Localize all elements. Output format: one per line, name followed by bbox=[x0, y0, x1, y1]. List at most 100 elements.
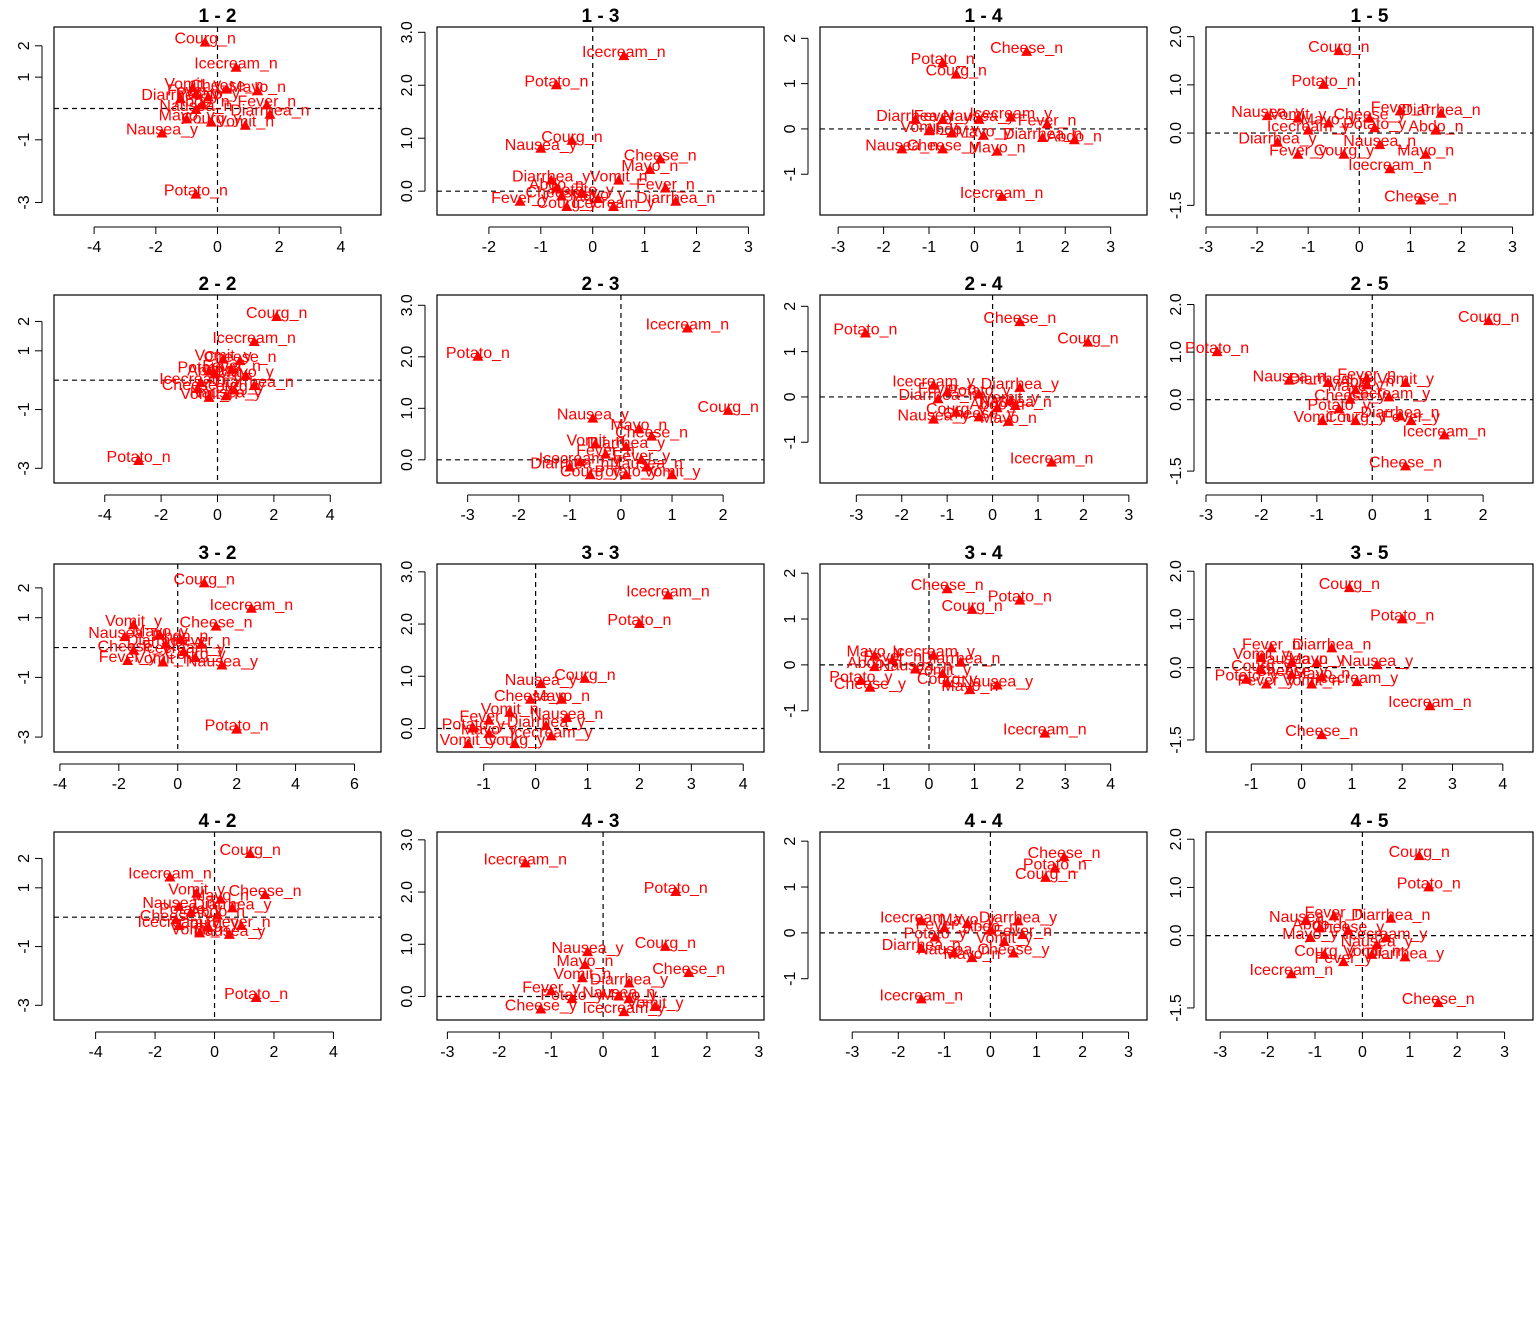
data-point-label: Cheese_n bbox=[983, 310, 1056, 327]
plot-frame bbox=[819, 26, 1148, 216]
x-tick-label: 0 bbox=[988, 507, 997, 524]
data-point-marker bbox=[620, 440, 632, 451]
data-point-marker bbox=[1316, 415, 1328, 426]
x-tick-label: 4 bbox=[336, 239, 345, 256]
data-point-marker bbox=[635, 453, 647, 464]
data-point-marker bbox=[589, 438, 601, 449]
data-point-label: Fever_n bbox=[993, 923, 1052, 940]
data-point-label: Nausea_n bbox=[1255, 651, 1328, 668]
data-point-marker bbox=[157, 656, 169, 667]
x-tick-label: 1 bbox=[1034, 507, 1043, 524]
data-point-label: Abdo_y bbox=[925, 121, 979, 138]
data-point-marker bbox=[190, 188, 202, 199]
data-point-label: Vomit_n bbox=[134, 650, 192, 667]
data-point-label: Diarrhea_n bbox=[921, 651, 1000, 668]
data-point-label: Potato_n bbox=[224, 986, 288, 1003]
x-tick-label: 0 bbox=[173, 776, 182, 793]
data-point-marker bbox=[1306, 678, 1318, 689]
x-tick-label: 4 bbox=[739, 776, 748, 793]
data-point-label: Courg_n bbox=[698, 399, 759, 416]
data-point-label: Mayo_n bbox=[192, 888, 249, 905]
panel-title: 2 - 2 bbox=[198, 274, 236, 295]
x-tick-label: 2 bbox=[1078, 1044, 1087, 1061]
data-point-marker bbox=[564, 461, 576, 472]
data-point-marker bbox=[681, 322, 693, 333]
data-point-label: Icecream_n bbox=[210, 597, 294, 614]
data-point-label: Nausea_n bbox=[88, 625, 161, 642]
data-point-label: Nausea_y bbox=[943, 108, 1015, 125]
data-point-label: Icecream_n bbox=[880, 987, 964, 1004]
data-point-marker bbox=[579, 959, 591, 970]
data-point-label: Vomit_y bbox=[901, 119, 958, 136]
data-point-marker bbox=[1068, 134, 1080, 145]
data-point-label: Courg_n bbox=[1319, 576, 1380, 593]
panel-2-5: 2 - 5 -3 -2 -1 0 1 2 2.0 1.0 0.0 -1.5 Courg_n Potato… bbox=[1168, 274, 1534, 524]
data-point-label: Cheese_n bbox=[229, 883, 302, 900]
panel-3-4: 3 - 4-2 -1 0 1 2 3 4210-1Cheese_nPotato_nCourg… bbox=[782, 543, 1148, 793]
data-point-marker bbox=[1037, 131, 1049, 142]
data-point-label: Nausea_n bbox=[582, 985, 655, 1002]
panel-title: 4 - 3 bbox=[581, 811, 619, 832]
data-point-label: Fever_n bbox=[1337, 366, 1396, 383]
data-point-label: Potato_n bbox=[446, 345, 510, 362]
x-tick-label: -3 bbox=[849, 507, 863, 524]
data-point-marker bbox=[214, 893, 226, 904]
plot-frame bbox=[819, 294, 1148, 484]
y-tick-label: -1 bbox=[16, 939, 33, 953]
data-point-marker bbox=[966, 952, 978, 963]
plot-frame bbox=[436, 831, 765, 1021]
plot-frame bbox=[1205, 294, 1534, 484]
data-point-marker bbox=[937, 113, 949, 124]
data-point-marker bbox=[618, 50, 630, 61]
data-point-marker bbox=[582, 946, 594, 957]
panel-1-5: 1 - 5 -3 -2 -1 0 1 2 3 2.0 1.0 0.0 -1.5 Courg_n Potat… bbox=[1168, 6, 1534, 256]
data-point-marker bbox=[1005, 395, 1017, 406]
data-point-label: Fever_y bbox=[1382, 409, 1440, 426]
data-point-marker bbox=[1240, 673, 1252, 684]
data-point-label: Diarrhea_y bbox=[507, 714, 585, 731]
data-point-label: Courg_n bbox=[174, 31, 235, 48]
y-tick-label: 2.0 bbox=[1168, 25, 1185, 47]
x-tick-label: 2 bbox=[692, 239, 701, 256]
data-point-marker bbox=[654, 153, 666, 164]
data-point-label: Potato_n bbox=[164, 183, 228, 200]
data-point-label: Potato_n bbox=[607, 612, 671, 629]
data-point-marker bbox=[1394, 105, 1406, 116]
data-point-label: Fever_n bbox=[238, 93, 297, 110]
data-point-marker bbox=[1014, 316, 1026, 327]
data-point-marker bbox=[1040, 871, 1052, 882]
data-point-label: Potato_y bbox=[159, 901, 222, 918]
y-tick-label: 2.0 bbox=[399, 881, 416, 903]
x-tick-label: 0 bbox=[1355, 239, 1364, 256]
data-point-marker bbox=[998, 936, 1010, 947]
data-point-label: Courg_y bbox=[165, 646, 225, 663]
data-point-label: Abdo_n bbox=[190, 904, 245, 921]
data-point-marker bbox=[1286, 668, 1298, 679]
data-point-marker bbox=[600, 448, 612, 459]
data-point-label: Fever_y bbox=[1315, 950, 1373, 967]
panel-title: 1 - 4 bbox=[964, 6, 1002, 27]
data-point-marker bbox=[535, 678, 547, 689]
data-point-marker bbox=[1333, 403, 1345, 414]
y-tick-label: 1.0 bbox=[1168, 608, 1185, 630]
data-point-marker bbox=[1318, 78, 1330, 89]
data-point-label: Mayo_y bbox=[461, 722, 517, 739]
y-tick-label: 1.0 bbox=[399, 397, 416, 419]
data-point-label: Vomit_n bbox=[590, 169, 648, 186]
data-point-label: Nausea_y bbox=[1341, 653, 1413, 670]
panel-3-2: 3 - 2 -4 -2 0 2 4 6 2 1 -1 -3 Courg_n Icecream_n Vomi… bbox=[16, 543, 382, 793]
data-point-label: Cheese_n bbox=[615, 425, 688, 442]
x-tick-label: -1 bbox=[1301, 239, 1315, 256]
data-point-marker bbox=[1058, 851, 1070, 862]
data-point-marker bbox=[556, 190, 568, 201]
panel-4-3: 4 - 3 -3 -2 -1 0 1 2 3 3.0 2.0 1.0 0.0 Icecream_n Pot… bbox=[399, 811, 765, 1061]
data-point-marker bbox=[216, 659, 228, 670]
panel-title: 2 - 3 bbox=[581, 274, 619, 295]
x-tick-label: -1 bbox=[922, 239, 936, 256]
x-tick-label: 1 bbox=[1347, 776, 1356, 793]
y-tick-label: -1 bbox=[16, 402, 33, 416]
data-point-marker bbox=[504, 706, 516, 717]
data-point-label: Icecream_n bbox=[582, 44, 666, 61]
panel-3-5: 3 - 5 -1 0 1 2 3 4 2.0 1.0 0.0 -1.5 Courg_n Potato_n… bbox=[1168, 543, 1534, 793]
data-point-marker bbox=[1014, 594, 1026, 605]
